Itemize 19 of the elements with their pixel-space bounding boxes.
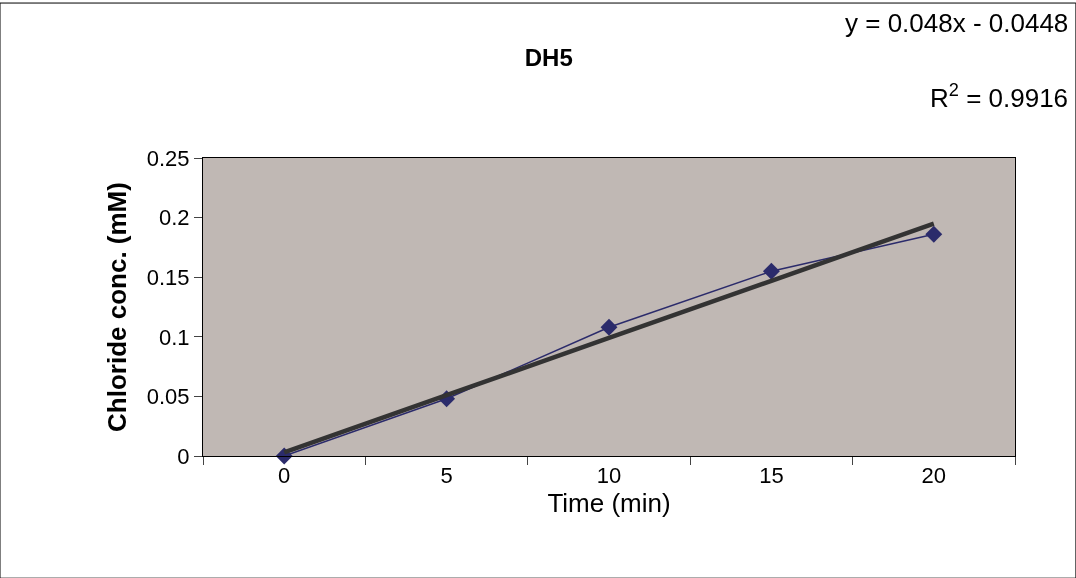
chart-title: DH5: [524, 44, 573, 72]
y-tick-label: 0.2: [159, 205, 190, 231]
text: R$^{2}$ = 0.9916: [930, 80, 1069, 113]
x-tick-label: 20: [921, 463, 947, 489]
y-axis-title: Chloride conc. (mM): [102, 182, 133, 432]
y-tick-label: 0.15: [146, 264, 190, 290]
x-axis-title: Time (min): [547, 488, 671, 519]
y-tick-label: 0.25: [146, 145, 190, 171]
x-tick-label: 5: [440, 463, 453, 489]
y-tick-label: 0: [177, 443, 190, 469]
point: [762, 262, 780, 280]
x-tick-label: 0: [278, 463, 291, 489]
point: [925, 225, 943, 243]
x-tick-label: 10: [596, 463, 622, 489]
point: [600, 318, 618, 336]
y-tick-label: 0.05: [146, 384, 190, 410]
text: y = 0.048x - 0.0448: [845, 8, 1069, 38]
y-tick-label: 0.1: [159, 324, 190, 350]
x-tick-label: 15: [759, 463, 784, 489]
